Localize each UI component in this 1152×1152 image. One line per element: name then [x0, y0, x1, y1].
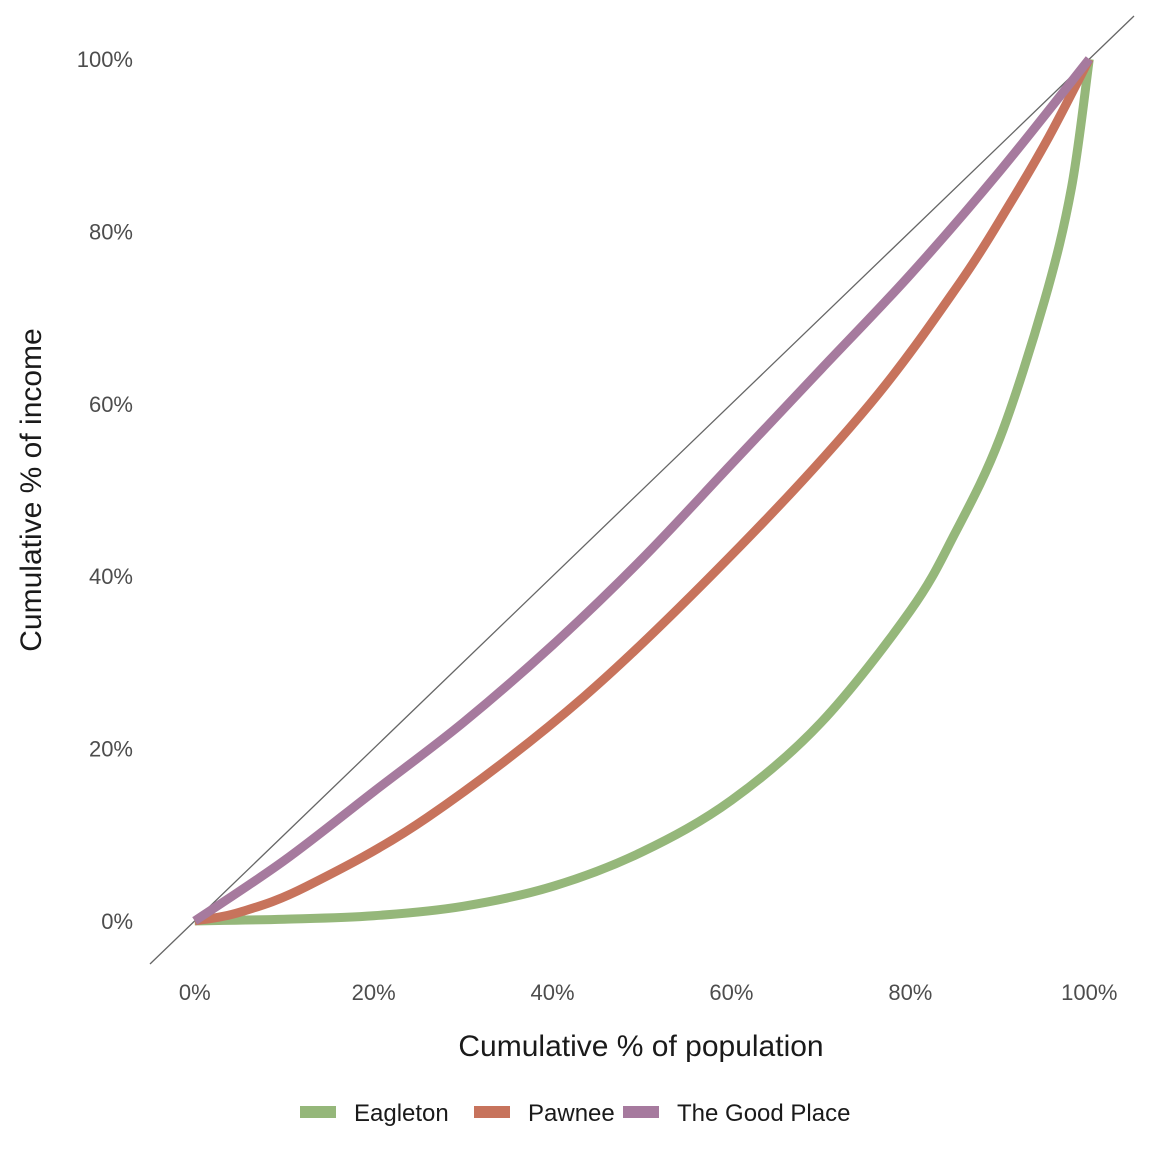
x-axis-title: Cumulative % of population [458, 1030, 823, 1063]
x-tick-label: 60% [709, 980, 753, 1005]
plot-area [149, 15, 1135, 965]
legend-item-pawnee: Pawnee [474, 1100, 615, 1127]
x-tick-label: 0% [179, 980, 211, 1005]
legend-key-the-good-place [623, 1106, 659, 1118]
x-tick-label: 100% [1061, 980, 1117, 1005]
y-axis-title: Cumulative % of income [15, 328, 48, 651]
y-tick-label: 60% [89, 392, 133, 417]
y-tick-label: 40% [89, 564, 133, 589]
x-tick-label: 20% [352, 980, 396, 1005]
y-tick-label: 80% [89, 219, 133, 244]
legend-key-pawnee [474, 1106, 510, 1118]
x-tick-label: 40% [531, 980, 575, 1005]
y-tick-label: 0% [101, 909, 133, 934]
legend-label: Pawnee [528, 1100, 615, 1127]
equality-line [149, 15, 1135, 965]
legend-label: Eagleton [354, 1100, 449, 1127]
series-line-eagleton [194, 58, 1094, 926]
legend-key-eagleton [300, 1106, 336, 1118]
legend-item-eagleton: Eagleton [300, 1100, 449, 1127]
legend: Eagleton Pawnee The Good Place [300, 1100, 850, 1127]
series-line-pawnee [193, 57, 1094, 926]
x-tick-label: 80% [888, 980, 932, 1005]
y-axis-ticks: 0% 20% 40% 60% 80% 100% [77, 47, 133, 934]
legend-label: The Good Place [677, 1100, 850, 1127]
x-axis-ticks: 0% 20% 40% 60% 80% 100% [179, 980, 1118, 1005]
series-line-the-good-place [192, 56, 1093, 925]
legend-item-the-good-place: The Good Place [623, 1100, 850, 1127]
y-tick-label: 20% [89, 737, 133, 762]
y-tick-label: 100% [77, 47, 133, 72]
